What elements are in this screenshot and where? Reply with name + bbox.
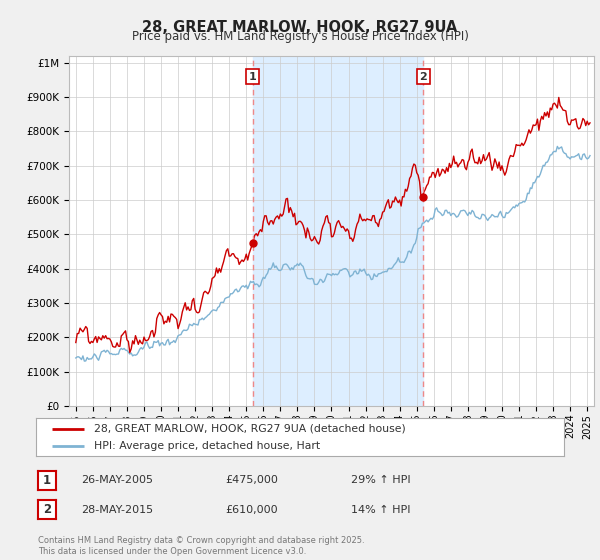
Text: 1: 1 [43, 474, 51, 487]
Bar [253, 56, 423, 406]
Text: 1: 1 [249, 72, 257, 82]
Text: 2: 2 [43, 503, 51, 516]
Text: Price paid vs. HM Land Registry's House Price Index (HPI): Price paid vs. HM Land Registry's House … [131, 30, 469, 43]
Text: 14% ↑ HPI: 14% ↑ HPI [351, 505, 410, 515]
Text: 29% ↑ HPI: 29% ↑ HPI [351, 475, 410, 486]
Text: 28, GREAT MARLOW, HOOK, RG27 9UA: 28, GREAT MARLOW, HOOK, RG27 9UA [142, 20, 458, 35]
Text: £610,000: £610,000 [225, 505, 278, 515]
Text: £475,000: £475,000 [225, 475, 278, 486]
Text: 28-MAY-2015: 28-MAY-2015 [81, 505, 153, 515]
Text: 28, GREAT MARLOW, HOOK, RG27 9UA (detached house): 28, GREAT MARLOW, HOOK, RG27 9UA (detach… [94, 423, 406, 433]
Text: 2: 2 [419, 72, 427, 82]
Text: Contains HM Land Registry data © Crown copyright and database right 2025.
This d: Contains HM Land Registry data © Crown c… [38, 536, 364, 556]
Text: 26-MAY-2005: 26-MAY-2005 [81, 475, 153, 486]
Text: HPI: Average price, detached house, Hart: HPI: Average price, detached house, Hart [94, 441, 320, 451]
